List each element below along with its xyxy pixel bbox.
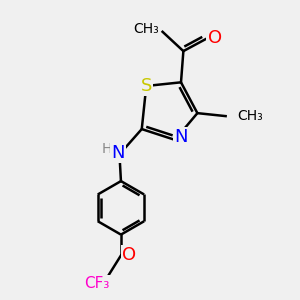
Text: S: S: [141, 77, 152, 95]
Text: O: O: [208, 29, 222, 47]
Text: CH₃: CH₃: [237, 109, 263, 123]
Text: CF₃: CF₃: [85, 276, 110, 291]
Text: N: N: [111, 144, 125, 162]
Text: CH₃: CH₃: [133, 22, 159, 36]
Text: O: O: [122, 246, 136, 264]
Text: N: N: [175, 128, 188, 146]
Text: H: H: [102, 142, 112, 156]
